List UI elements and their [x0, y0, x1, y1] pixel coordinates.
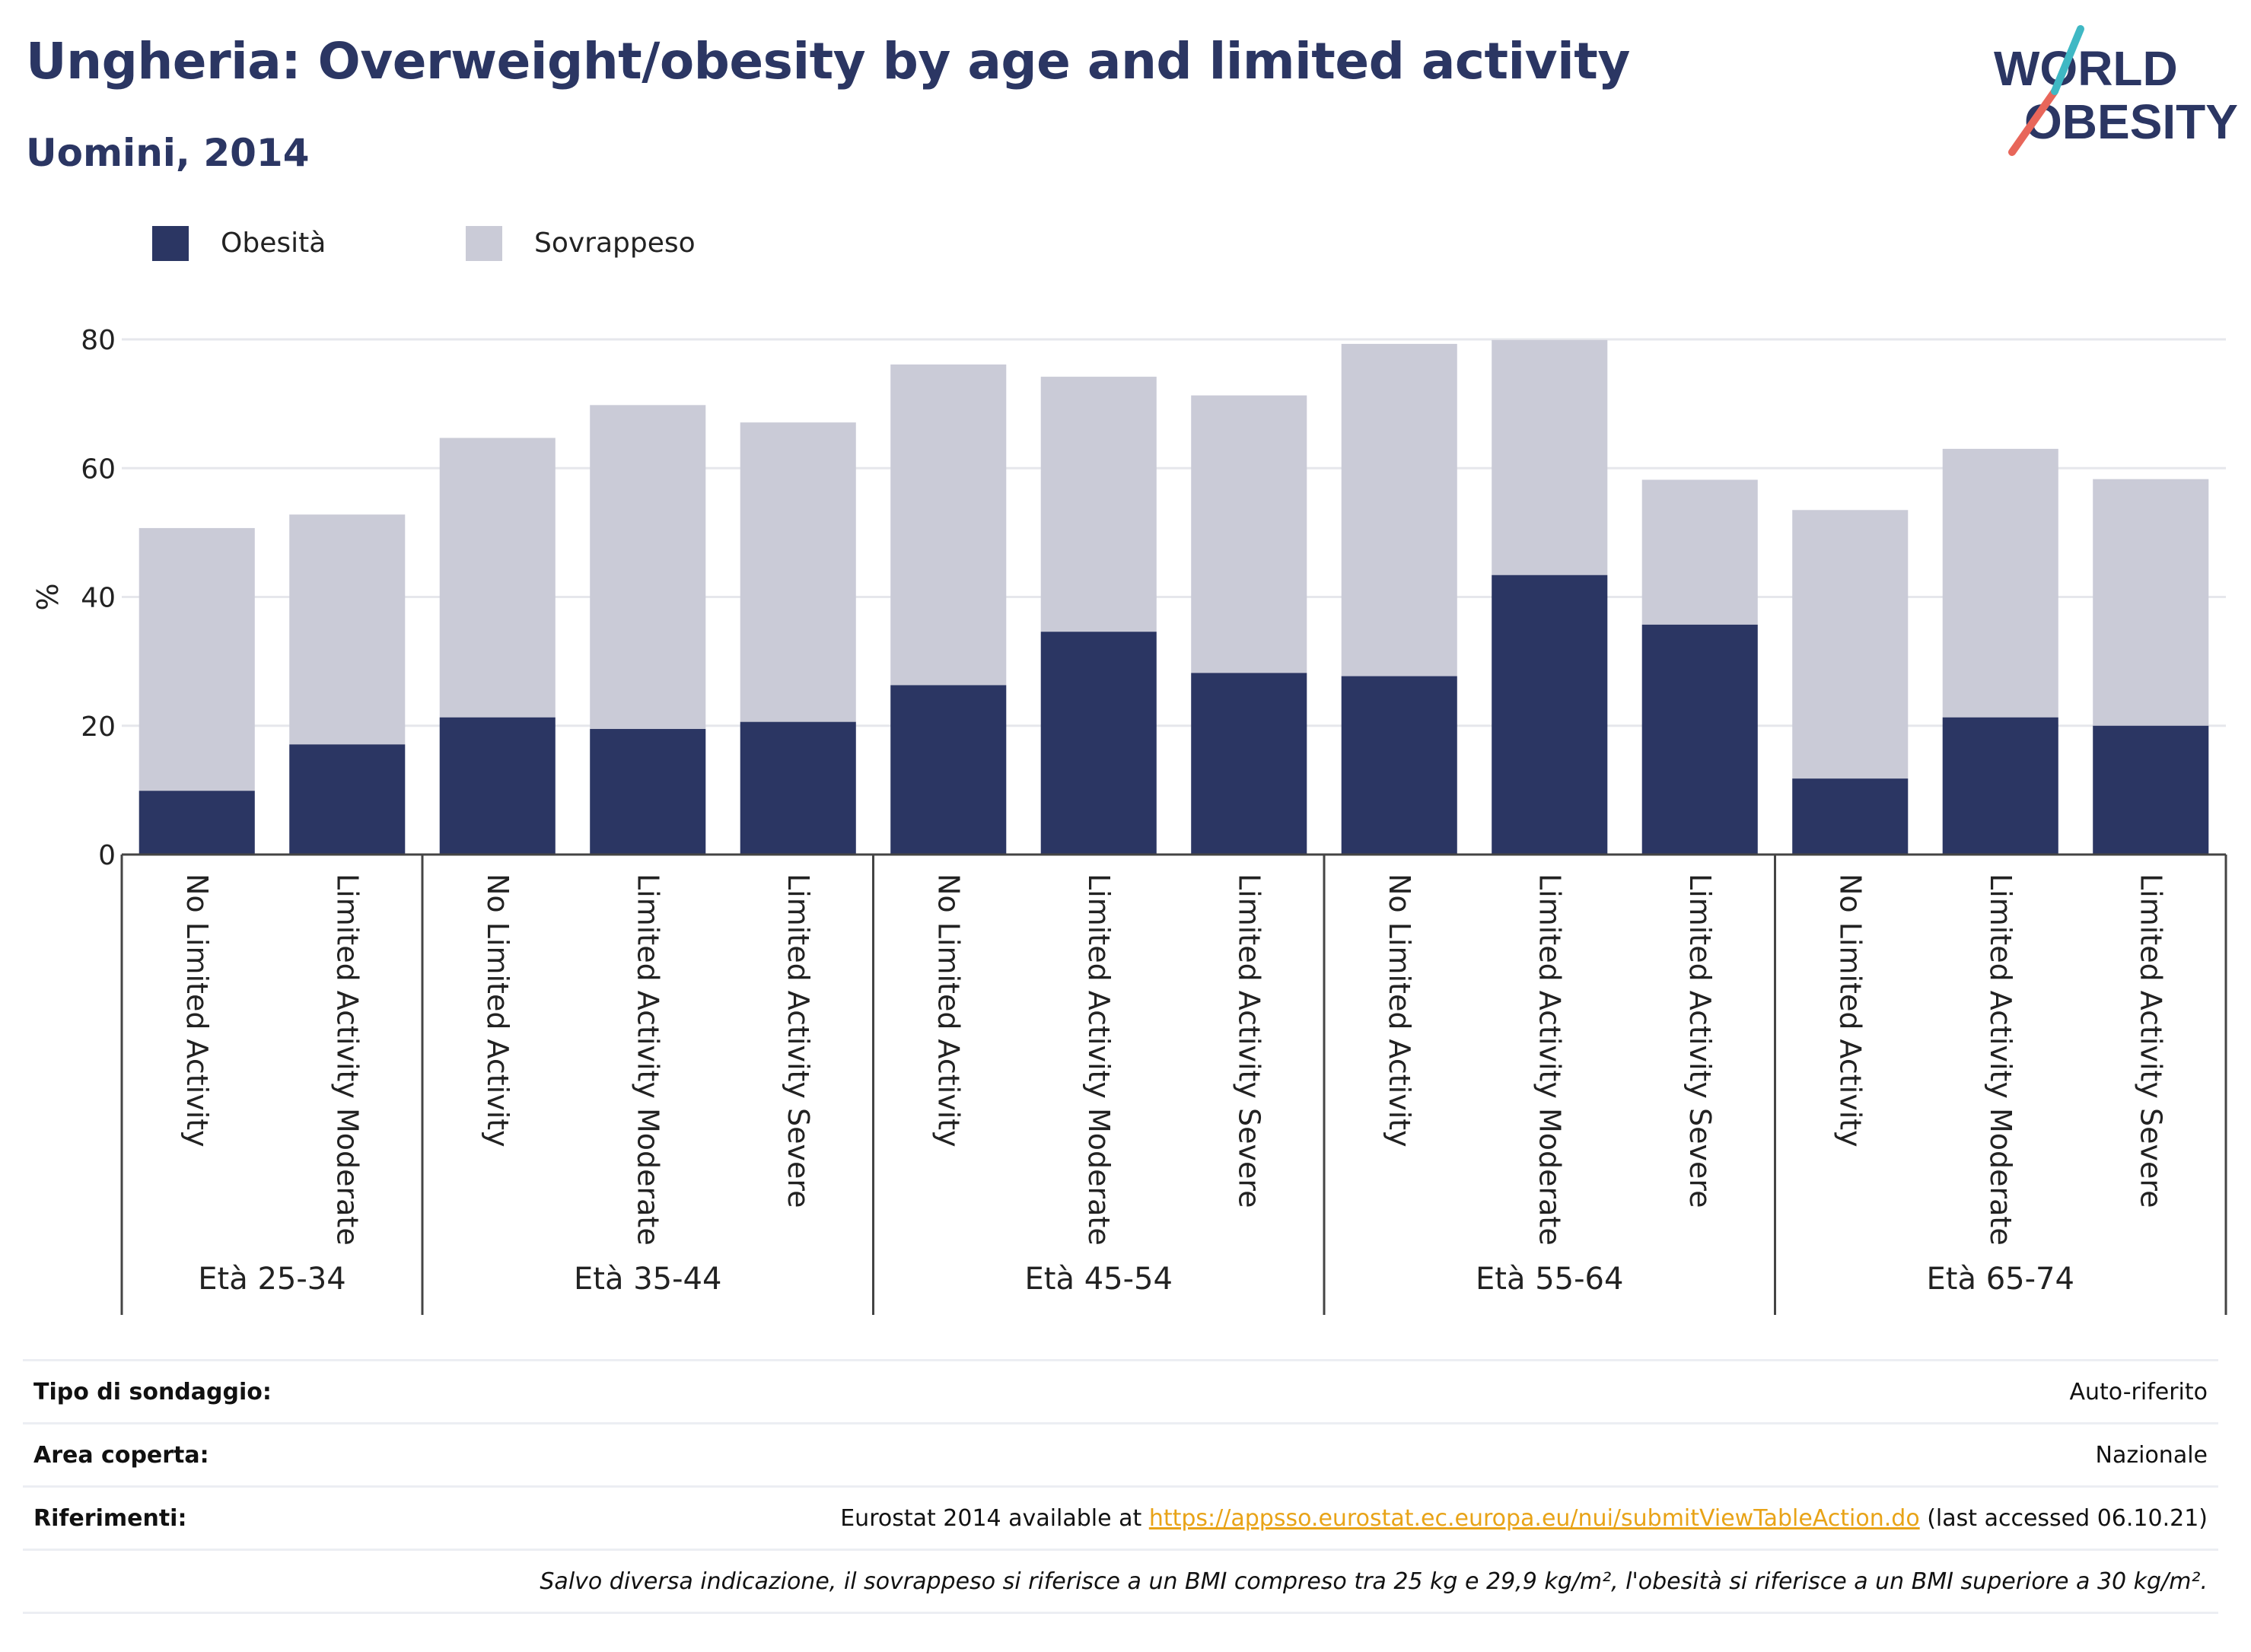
chart-title: Ungheria: Overweight/obesity by age and … [26, 32, 1630, 91]
logo-line1: WORLD [1994, 41, 2178, 96]
references-link[interactable]: https://appsso.eurostat.ec.europa.eu/nui… [1148, 1504, 1920, 1532]
bar-overweight [2093, 479, 2209, 726]
bar-chart: 0 20 40 60 80% No Limited Activity Limited Act… [31, 325, 2227, 1315]
bar-overweight [590, 405, 706, 729]
bar-overweight [1641, 479, 1758, 625]
area-label: Area coperta: [23, 1422, 333, 1488]
bar-obesity [2093, 725, 2209, 855]
group-label: Età 35-44 [574, 1262, 721, 1297]
info-table: Tipo di sondaggio: Auto-riferito Area co… [23, 1359, 2218, 1614]
bar-overweight [1341, 343, 1457, 676]
x-tick-label: Limited Activity Moderate [631, 874, 664, 1246]
bar-overweight [740, 422, 856, 722]
bar-obesity [740, 721, 856, 855]
x-tick-label: No Limited Activity [1833, 874, 1867, 1147]
bar-obesity [1040, 632, 1157, 855]
y-axis-label: % [31, 583, 65, 610]
legend-swatch-obesity [152, 226, 189, 261]
x-tick-label: Limited Activity Severe [1683, 874, 1717, 1208]
legend-label-overweight: Sovrappeso [534, 228, 696, 259]
info-row-survey-type: Tipo di sondaggio: Auto-riferito [23, 1359, 2218, 1424]
y-tick-label: 20 [81, 711, 116, 743]
bar-obesity [590, 728, 706, 855]
x-tick-label: No Limited Activity [481, 874, 514, 1147]
bar-overweight [289, 514, 406, 745]
x-tick-label: Limited Activity Severe [2134, 874, 2167, 1208]
references-value: Eurostat 2014 available at https://appss… [333, 1485, 2218, 1551]
info-row-references: Riferimenti: Eurostat 2014 available at … [23, 1485, 2218, 1551]
bar-overweight [138, 527, 255, 791]
x-tick-label: Limited Activity Moderate [330, 874, 364, 1246]
bar-overweight [1040, 377, 1157, 632]
bar-obesity [439, 717, 556, 855]
bar-obesity [1341, 676, 1457, 855]
info-row-area: Area coperta: Nazionale [23, 1422, 2218, 1488]
logo-line2: OBESITY [2024, 94, 2237, 149]
bar-overweight [1492, 339, 1608, 575]
bar-obesity [890, 685, 1007, 855]
x-tick-label: Limited Activity Moderate [1533, 874, 1566, 1246]
x-tick-label: No Limited Activity [931, 874, 965, 1147]
y-tick-label: 0 [98, 840, 116, 871]
x-tick-label: Limited Activity Severe [782, 874, 815, 1208]
references-suffix: (last accessed 06.10.21) [1919, 1504, 2208, 1532]
legend-label-obesity: Obesità [221, 228, 326, 259]
survey-type-label: Tipo di sondaggio: [23, 1359, 333, 1424]
y-tick-label: 80 [81, 325, 116, 356]
survey-type-value: Auto-riferito [333, 1359, 2218, 1424]
references-prefix: Eurostat 2014 available at [840, 1504, 1149, 1532]
bar-overweight [1792, 510, 1909, 779]
logo-slash-red [2008, 88, 2058, 156]
bar-obesity [1792, 778, 1909, 855]
bar-overweight [1942, 448, 2058, 718]
world-obesity-logo: WORLD OBESITY [1994, 25, 2237, 156]
x-tick-label: Limited Activity Moderate [1082, 874, 1116, 1246]
y-tick-label: 60 [81, 454, 116, 485]
bar-obesity [1641, 624, 1758, 855]
x-tick-label: Limited Activity Moderate [1984, 874, 2017, 1246]
bar-obesity [1942, 717, 2058, 855]
x-tick-label: No Limited Activity [1383, 874, 1416, 1147]
group-label: Età 65-74 [1927, 1262, 2074, 1297]
bmi-note: Salvo diversa indicazione, il sovrappeso… [23, 1549, 2218, 1614]
legend-swatch-overweight [466, 226, 502, 261]
bar-overweight [890, 364, 1007, 686]
bar-obesity [289, 744, 406, 855]
group-label: Età 55-64 [1476, 1262, 1623, 1297]
chart-subtitle: Uomini, 2014 [26, 131, 310, 175]
x-tick-label: No Limited Activity [180, 874, 214, 1147]
bar-obesity [1492, 575, 1608, 855]
bar-overweight [439, 438, 556, 718]
references-label: Riferimenti: [23, 1485, 333, 1551]
bar-overweight [1191, 395, 1307, 673]
group-label: Età 45-54 [1025, 1262, 1173, 1297]
x-tick-label: Limited Activity Severe [1232, 874, 1266, 1208]
info-row-note: Salvo diversa indicazione, il sovrappeso… [23, 1549, 2218, 1614]
group-label: Età 25-34 [198, 1262, 345, 1297]
y-tick-label: 40 [81, 583, 116, 614]
logo-slash-teal [2051, 25, 2084, 95]
area-value: Nazionale [333, 1422, 2218, 1488]
bar-obesity [1191, 673, 1307, 855]
bar-obesity [138, 791, 255, 855]
